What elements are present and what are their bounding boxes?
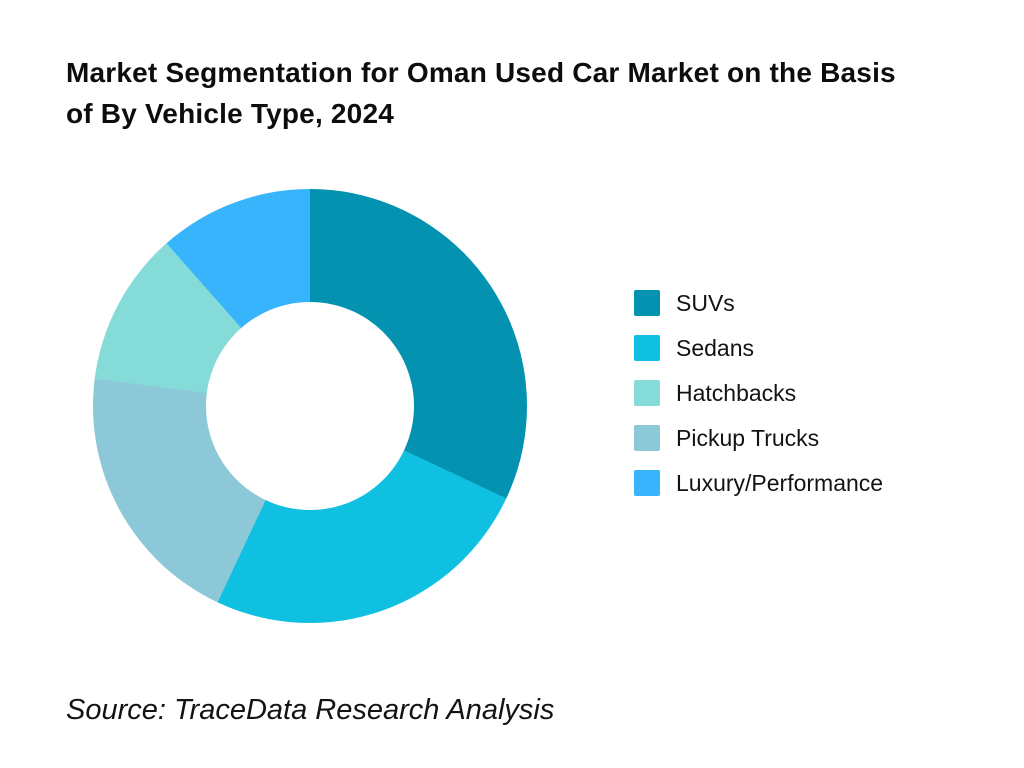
legend-label-luxury-performance: Luxury/Performance bbox=[676, 470, 884, 496]
source-note: Source: TraceData Research Analysis bbox=[66, 694, 555, 726]
legend-label-pickup-trucks: Pickup Trucks bbox=[676, 425, 820, 451]
chart-title: Market Segmentation for Oman Used Car Ma… bbox=[66, 57, 896, 129]
legend-item-pickup-trucks: Pickup Trucks bbox=[634, 425, 883, 451]
legend-swatch-suvs bbox=[634, 290, 660, 316]
legend-label-hatchbacks: Hatchbacks bbox=[676, 380, 797, 406]
legend-item-sedans: Sedans bbox=[634, 335, 883, 361]
legend-swatch-sedans bbox=[634, 335, 660, 361]
legend-swatch-pickup-trucks bbox=[634, 425, 660, 451]
legend: SUVs Sedans Hatchbacks Pickup Trucks Lux… bbox=[634, 290, 883, 496]
legend-swatch-luxury-performance bbox=[634, 470, 660, 496]
donut-chart bbox=[93, 189, 527, 623]
legend-item-luxury-performance: Luxury/Performance bbox=[634, 470, 883, 496]
legend-item-hatchbacks: Hatchbacks bbox=[634, 380, 883, 406]
legend-label-suvs: SUVs bbox=[676, 290, 735, 316]
donut-hole bbox=[206, 302, 414, 510]
legend-item-suvs: SUVs bbox=[634, 290, 883, 316]
legend-label-sedans: Sedans bbox=[676, 335, 755, 361]
legend-swatch-hatchbacks bbox=[634, 380, 660, 406]
